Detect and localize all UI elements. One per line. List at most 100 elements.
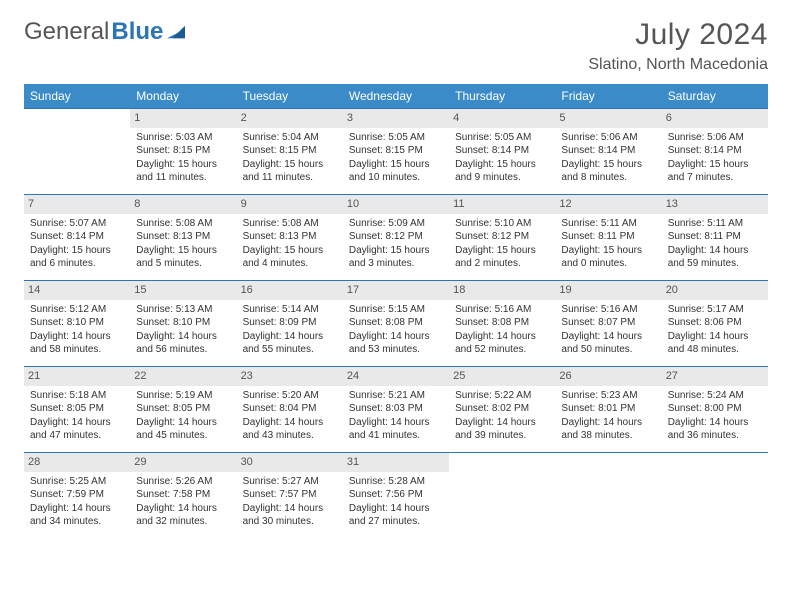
weekday-header: Wednesday (343, 84, 449, 109)
day-number: 1 (130, 109, 236, 128)
sunset-text: Sunset: 8:13 PM (136, 230, 230, 244)
brand-text-1: General (24, 18, 109, 46)
calendar-cell: 18Sunrise: 5:16 AMSunset: 8:08 PMDayligh… (449, 281, 555, 367)
sunrise-text: Sunrise: 5:26 AM (136, 475, 230, 489)
calendar-cell: 21Sunrise: 5:18 AMSunset: 8:05 PMDayligh… (24, 367, 130, 453)
calendar-body: 1 Sunrise: 5:03 AM Sunset: 8:15 PM Daylight… (24, 109, 768, 539)
sunrise-text: Sunrise: 5:07 AM (30, 217, 124, 231)
sunset-text: Sunset: 8:13 PM (243, 230, 337, 244)
weekday-header: Saturday (662, 84, 768, 109)
calendar-cell: 12Sunrise: 5:11 AMSunset: 8:11 PMDayligh… (555, 195, 661, 281)
weekday-header-row: Sunday Monday Tuesday Wednesday Thursday… (24, 84, 768, 109)
day-number: 23 (237, 367, 343, 386)
sunrise-text: Sunrise: 5:28 AM (349, 475, 443, 489)
brand-text-2: Blue (111, 18, 163, 46)
calendar-cell: 3Sunrise: 5:05 AMSunset: 8:15 PMDaylight… (343, 109, 449, 195)
daylight-text: Daylight: 14 hours and 47 minutes. (30, 416, 124, 443)
sunset-text: Sunset: 8:08 PM (349, 316, 443, 330)
daylight-text: Daylight: 15 hours and 5 minutes. (136, 244, 230, 271)
calendar-row: 21Sunrise: 5:18 AMSunset: 8:05 PMDayligh… (24, 367, 768, 453)
sunrise-text: Sunrise: 5:18 AM (30, 389, 124, 403)
daylight-text: Daylight: 14 hours and 52 minutes. (455, 330, 549, 357)
sunset-text: Sunset: 8:15 PM (243, 144, 337, 158)
sunset-text: Sunset: 8:10 PM (136, 316, 230, 330)
sunset-text: Sunset: 8:03 PM (349, 402, 443, 416)
day-number: 22 (130, 367, 236, 386)
calendar-cell: 16 Sunrise: 5:14 AMSunset: 8:09 PMDayligh… (237, 281, 343, 367)
sunrise-text: Sunrise: 5:27 AM (243, 475, 337, 489)
sunrise-text: Sunrise: 5:11 AM (561, 217, 655, 231)
day-number: 25 (449, 367, 555, 386)
weekday-header: Monday (130, 84, 236, 109)
calendar-cell: 25Sunrise: 5:22 AMSunset: 8:02 PMDayligh… (449, 367, 555, 453)
sunset-text: Sunset: 8:06 PM (668, 316, 762, 330)
sunset-text: Sunset: 7:57 PM (243, 488, 337, 502)
sunrise-text: Sunrise: 5:08 AM (243, 217, 337, 231)
calendar-cell: 2Sunrise: 5:04 AMSunset: 8:15 PMDaylight… (237, 109, 343, 195)
daylight-text: Daylight: 15 hours and 6 minutes. (30, 244, 124, 271)
calendar-cell: 28Sunrise: 5:25 AMSunset: 7:59 PMDayligh… (24, 453, 130, 539)
day-number: 17 (343, 281, 449, 300)
day-number: 11 (449, 195, 555, 214)
day-number: 30 (237, 453, 343, 472)
day-number: 12 (555, 195, 661, 214)
day-number: 10 (343, 195, 449, 214)
daylight-text: Daylight: 14 hours and 59 minutes. (668, 244, 762, 271)
day-number: 26 (555, 367, 661, 386)
sunset-text: Sunset: 8:09 PM (243, 316, 337, 330)
sunrise-text: Sunrise: 5:24 AM (668, 389, 762, 403)
weekday-header: Sunday (24, 84, 130, 109)
day-number: 13 (662, 195, 768, 214)
calendar-cell: 15Sunrise: 5:13 AMSunset: 8:10 PMDayligh… (130, 281, 236, 367)
day-number: 8 (130, 195, 236, 214)
calendar-cell (555, 453, 661, 539)
day-number: 24 (343, 367, 449, 386)
sunrise-text: Sunrise: 5:09 AM (349, 217, 443, 231)
sunrise-text: Sunrise: 5:05 AM (349, 131, 443, 145)
daylight-text: Daylight: 15 hours and 10 minutes. (349, 158, 443, 185)
sunrise-text: Sunrise: 5:13 AM (136, 303, 230, 317)
daylight-text: Daylight: 14 hours and 30 minutes. (243, 502, 337, 529)
brand-logo: GeneralBlue (24, 18, 185, 46)
sunset-text: Sunset: 8:12 PM (455, 230, 549, 244)
day-number: 5 (555, 109, 661, 128)
calendar-cell (662, 453, 768, 539)
sunset-text: Sunset: 8:07 PM (561, 316, 655, 330)
title-month: July 2024 (588, 18, 768, 52)
sunset-text: Sunset: 8:14 PM (30, 230, 124, 244)
day-number: 7 (24, 195, 130, 214)
sunset-text: Sunset: 8:14 PM (455, 144, 549, 158)
day-number: 29 (130, 453, 236, 472)
daylight-text: Daylight: 14 hours and 27 minutes. (349, 502, 443, 529)
day-number: 3 (343, 109, 449, 128)
day-number: 16 (237, 281, 343, 300)
calendar-cell: 29Sunrise: 5:26 AMSunset: 7:58 PMDayligh… (130, 453, 236, 539)
daylight-text: Daylight: 14 hours and 48 minutes. (668, 330, 762, 357)
calendar-cell (449, 453, 555, 539)
sunrise-text: Sunrise: 5:03 AM (136, 131, 230, 145)
calendar-cell: 30 Sunrise: 5:27 AMSunset: 7:57 PMDayligh… (237, 453, 343, 539)
calendar-cell: 31Sunrise: 5:28 AMSunset: 7:56 PMDayligh… (343, 453, 449, 539)
daylight-text: Daylight: 15 hours and 9 minutes. (455, 158, 549, 185)
day-number: 4 (449, 109, 555, 128)
daylight-text: Daylight: 14 hours and 55 minutes. (243, 330, 337, 357)
day-number: 18 (449, 281, 555, 300)
day-number: 31 (343, 453, 449, 472)
page-header: GeneralBlue July 2024 Slatino, North Mac… (24, 18, 768, 74)
day-number: 2 (237, 109, 343, 128)
calendar-cell: 10Sunrise: 5:09 AMSunset: 8:12 PMDayligh… (343, 195, 449, 281)
calendar-table: Sunday Monday Tuesday Wednesday Thursday… (24, 84, 768, 539)
calendar-cell: 20Sunrise: 5:17 AMSunset: 8:06 PMDayligh… (662, 281, 768, 367)
weekday-header: Friday (555, 84, 661, 109)
calendar-cell: 24Sunrise: 5:21 AMSunset: 8:03 PMDayligh… (343, 367, 449, 453)
calendar-cell: 17Sunrise: 5:15 AMSunset: 8:08 PMDayligh… (343, 281, 449, 367)
calendar-cell: 5Sunrise: 5:06 AMSunset: 8:14 PMDaylight… (555, 109, 661, 195)
daylight-text: Daylight: 14 hours and 36 minutes. (668, 416, 762, 443)
daylight-text: Daylight: 14 hours and 43 minutes. (243, 416, 337, 443)
daylight-text: Daylight: 14 hours and 39 minutes. (455, 416, 549, 443)
sunrise-text: Sunrise: 5:14 AM (243, 303, 337, 317)
sunrise-text: Sunrise: 5:04 AM (243, 131, 337, 145)
calendar-cell: 6Sunrise: 5:06 AMSunset: 8:14 PMDaylight… (662, 109, 768, 195)
daylight-text: Daylight: 15 hours and 11 minutes. (136, 158, 230, 185)
sunset-text: Sunset: 8:08 PM (455, 316, 549, 330)
